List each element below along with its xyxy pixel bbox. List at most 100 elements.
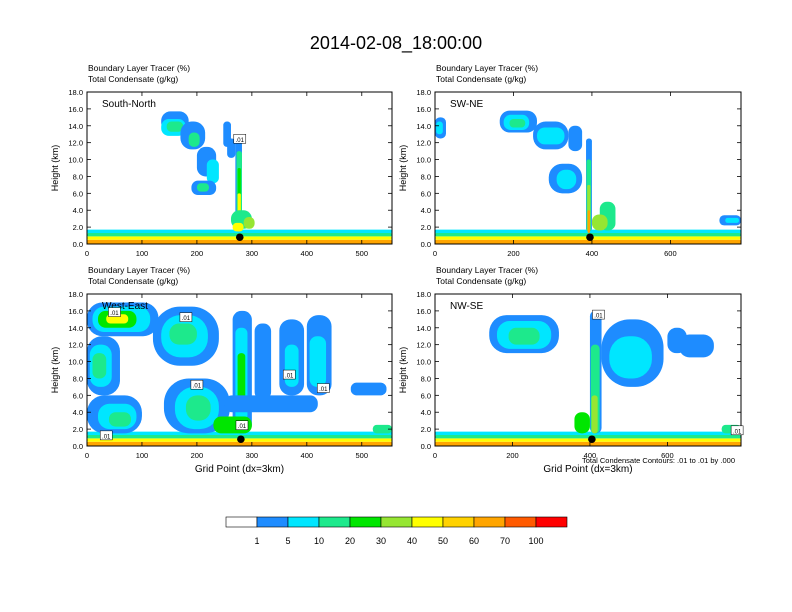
tracer-cell xyxy=(435,438,741,442)
tracer-cell xyxy=(587,210,590,234)
y-tick-label: 18.0 xyxy=(68,88,83,97)
contour-label-box xyxy=(179,312,193,322)
y-tick-label: 18.0 xyxy=(68,290,83,299)
y-tick-label: 2.0 xyxy=(73,223,83,232)
colorbar-box xyxy=(504,516,537,528)
panels-group: 0.0 2.0 4.0 6.0 8.0 10.0 12.0 14.0 16.0 18.0 0 100 2… xyxy=(50,63,744,475)
panel-subtitle-condensate: Total Condensate (g/kg) xyxy=(436,276,526,286)
y-tick-label: 10.0 xyxy=(68,358,83,367)
tracer-cell xyxy=(435,239,741,244)
colorbar-box xyxy=(225,516,258,528)
contour-note: Total Condensate Contours: .01 to .01 by… xyxy=(582,456,735,465)
contour-label-box xyxy=(317,383,330,393)
y-tick-label: 6.0 xyxy=(421,189,431,198)
y-tick-label: 4.0 xyxy=(73,206,83,215)
colorbar-box xyxy=(287,516,320,528)
y-tick-label: 12.0 xyxy=(68,139,83,148)
tracer-cell xyxy=(166,121,184,132)
colorbar-label: 5 xyxy=(285,536,290,546)
contour-label-box xyxy=(730,425,744,436)
colorbar-label: 20 xyxy=(345,536,355,546)
y-axis-label: Height (km) xyxy=(50,145,60,192)
panel-data-area xyxy=(435,310,741,446)
y-tick-label: 2.0 xyxy=(73,425,83,434)
y-tick-label: 16.0 xyxy=(68,105,83,114)
y-tick-label: 16.0 xyxy=(416,105,431,114)
contour-label-box xyxy=(592,309,605,320)
tracer-cell xyxy=(667,327,687,354)
x-tick-label: 400 xyxy=(584,451,597,460)
contour-label-box xyxy=(282,369,296,380)
panel-subtitle-tracer: Boundary Layer Tracer (%) xyxy=(88,265,190,275)
y-axis-label: Height (km) xyxy=(398,145,408,192)
tracer-cell xyxy=(350,382,387,396)
tracer-cell xyxy=(169,323,197,345)
y-tick-label: 10.0 xyxy=(416,358,431,367)
colorbar-label: 50 xyxy=(438,536,448,546)
tracer-cell xyxy=(87,441,392,446)
tracer-cell xyxy=(508,327,540,345)
y-tick-label: 0.0 xyxy=(421,442,431,451)
colorbar-box xyxy=(256,516,289,528)
tracer-cell xyxy=(509,119,526,128)
tracer-cell xyxy=(196,183,209,192)
x-tick-label: 0 xyxy=(85,249,89,258)
tracer-cell xyxy=(188,132,200,147)
panel-west-east: 0.0 2.0 4.0 6.0 8.0 10.0 12.0 14.0 16.0 18.0 0 100 2… xyxy=(50,265,393,475)
x-tick-label: 100 xyxy=(136,249,149,258)
tracer-cell xyxy=(591,214,608,231)
y-tick-label: 14.0 xyxy=(68,122,83,131)
contour-label: .01 xyxy=(182,316,191,322)
contour-label-box xyxy=(233,134,247,144)
colorbar-box xyxy=(349,516,382,528)
tracer-cell xyxy=(92,353,107,379)
tracer-cell xyxy=(232,222,244,232)
figure-title: 2014-02-08_18:00:00 xyxy=(310,33,482,54)
contour-label-box xyxy=(235,420,249,430)
x-tick-label: 600 xyxy=(664,249,677,258)
y-tick-label: 6.0 xyxy=(73,391,83,400)
panel-subtitle-tracer: Boundary Layer Tracer (%) xyxy=(436,265,538,275)
contour-label: .01 xyxy=(102,434,111,440)
location-marker xyxy=(237,435,245,444)
y-tick-label: 6.0 xyxy=(421,391,431,400)
y-tick-label: 8.0 xyxy=(73,172,83,181)
tracer-cell xyxy=(309,336,327,387)
axes-frame xyxy=(434,293,742,447)
x-tick-label: 400 xyxy=(586,249,599,258)
panel-subtitle-condensate: Total Condensate (g/kg) xyxy=(88,276,178,286)
axes-frame xyxy=(86,91,393,245)
y-tick-label: 18.0 xyxy=(416,290,431,299)
colorbar-label: 70 xyxy=(500,536,510,546)
y-tick-label: 14.0 xyxy=(416,122,431,131)
tracer-cell xyxy=(568,125,583,152)
tracer-cell xyxy=(435,441,741,446)
x-tick-label: 200 xyxy=(191,451,204,460)
y-axis-label: Height (km) xyxy=(50,347,60,394)
panel-label: SW-NE xyxy=(450,99,483,110)
location-marker xyxy=(586,233,594,242)
tracer-cell xyxy=(108,412,131,427)
y-tick-label: 0.0 xyxy=(421,240,431,249)
contour-label: .01 xyxy=(733,429,742,435)
tracer-cell xyxy=(87,239,392,244)
contour-label: .01 xyxy=(285,374,294,380)
panel-label: West-East xyxy=(102,301,148,312)
x-tick-label: 600 xyxy=(661,451,674,460)
y-tick-label: 18.0 xyxy=(416,88,431,97)
panel-label: NW-SE xyxy=(450,301,483,312)
location-marker xyxy=(588,435,596,444)
x-tick-label: 500 xyxy=(356,249,369,258)
x-tick-label: 0 xyxy=(433,451,437,460)
panel-nw-se: 0.0 2.0 4.0 6.0 8.0 10.0 12.0 14.0 16.0 18.0 0 200 4… xyxy=(398,265,744,475)
tracer-cell xyxy=(223,121,231,147)
panel-south-north: 0.0 2.0 4.0 6.0 8.0 10.0 12.0 14.0 16.0 18.0 0 100 2… xyxy=(50,63,393,258)
tracer-cell xyxy=(254,323,272,400)
contour-label: .01 xyxy=(594,314,603,320)
contour-label: .01 xyxy=(110,311,119,317)
x-tick-label: 0 xyxy=(433,249,437,258)
y-axis-label: Height (km) xyxy=(398,347,408,394)
colorbar-label: 10 xyxy=(314,536,324,546)
colorbar-label: 30 xyxy=(376,536,386,546)
